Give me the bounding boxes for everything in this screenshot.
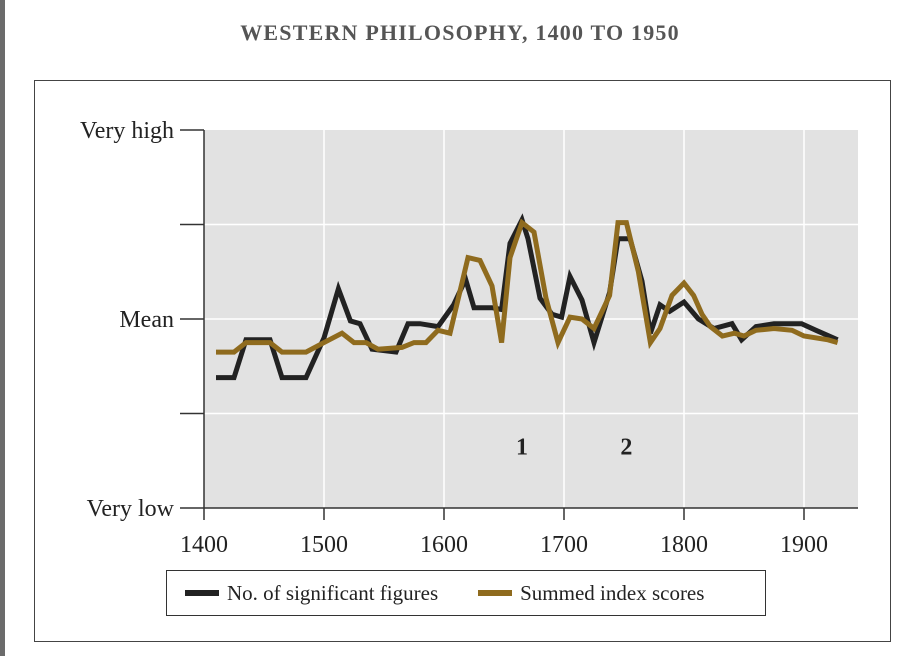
legend-item-figures: No. of significant figures — [185, 581, 438, 606]
y-tick-label: Very high — [80, 118, 174, 144]
annotation-label: 1 — [516, 435, 528, 461]
legend-swatch-index — [478, 590, 513, 596]
page-left-rule — [0, 0, 5, 656]
figure-frame — [34, 80, 891, 642]
annotation-label: 2 — [620, 435, 632, 461]
grid-lines — [204, 130, 858, 508]
x-tick-label: 1900 — [780, 532, 828, 558]
legend-label-figures: No. of significant figures — [227, 580, 439, 605]
series-lines — [216, 213, 839, 381]
series-line-1 — [216, 218, 839, 355]
legend-swatch-figures — [185, 590, 219, 596]
x-tick-label: 1600 — [420, 532, 468, 558]
series-line-0 — [216, 213, 839, 381]
y-tick-label: Very low — [87, 496, 175, 522]
x-tick-labels: 1400 1500 1600 1700 1800 1900 — [180, 532, 828, 558]
axes — [180, 129, 858, 520]
x-tick-label: 1400 — [180, 532, 228, 558]
legend-item-index: Summed index scores — [478, 581, 704, 606]
x-tick-label: 1800 — [660, 532, 708, 558]
legend: No. of significant figures Summed index … — [166, 570, 766, 616]
x-tick-label: 1500 — [300, 532, 348, 558]
legend-label-index: Summed index scores — [520, 580, 705, 605]
chart-title: WESTERN PHILOSOPHY, 1400 TO 1950 — [240, 20, 680, 45]
x-tick-label: 1700 — [540, 532, 588, 558]
y-tick-labels: Very high Mean Very low — [80, 118, 175, 522]
y-tick-label: Mean — [119, 307, 174, 333]
